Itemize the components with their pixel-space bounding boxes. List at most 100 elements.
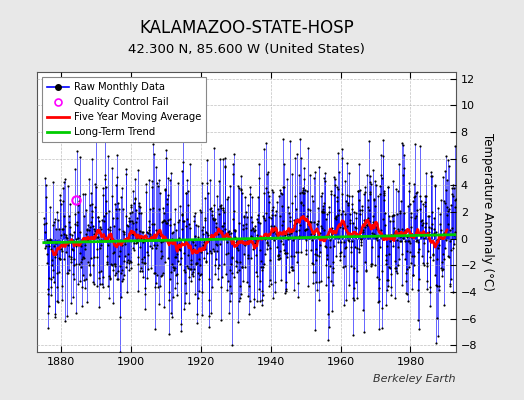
Point xyxy=(236,282,245,289)
Point xyxy=(265,214,273,220)
Text: KALAMAZOO-STATE-HOSP: KALAMAZOO-STATE-HOSP xyxy=(139,19,354,37)
Point xyxy=(59,213,68,220)
Point xyxy=(430,232,438,238)
Point xyxy=(339,264,347,270)
Point xyxy=(152,180,161,186)
Point xyxy=(292,206,301,212)
Point xyxy=(447,225,456,231)
Point xyxy=(53,270,61,276)
Point xyxy=(139,254,148,260)
Point xyxy=(247,233,255,239)
Point xyxy=(55,269,63,276)
Point xyxy=(381,261,390,267)
Point xyxy=(357,242,365,248)
Point xyxy=(422,277,431,284)
Point xyxy=(409,272,417,278)
Point xyxy=(244,252,253,258)
Point xyxy=(187,278,195,284)
Point xyxy=(313,218,322,224)
Point xyxy=(418,222,426,229)
Point xyxy=(389,178,397,184)
Point xyxy=(65,219,73,225)
Point xyxy=(266,244,275,251)
Point xyxy=(376,244,385,250)
Point xyxy=(289,226,298,233)
Point xyxy=(169,263,177,270)
Point xyxy=(328,231,336,238)
Point xyxy=(123,289,131,296)
Point xyxy=(258,297,266,304)
Point xyxy=(45,274,53,281)
Point xyxy=(356,210,365,217)
Point xyxy=(334,186,342,192)
Point xyxy=(333,184,342,190)
Point xyxy=(90,230,99,237)
Point xyxy=(172,251,181,258)
Point xyxy=(121,241,129,248)
Point xyxy=(210,145,218,152)
Point xyxy=(261,236,269,242)
Point xyxy=(322,244,331,250)
Point xyxy=(325,204,333,210)
Point xyxy=(336,257,344,263)
Point xyxy=(155,206,163,212)
Point xyxy=(43,325,52,331)
Point xyxy=(116,270,125,276)
Point xyxy=(174,218,182,225)
Point xyxy=(378,267,386,274)
Point xyxy=(64,213,73,220)
Point xyxy=(214,265,222,271)
Point xyxy=(300,190,309,196)
Point xyxy=(169,221,178,227)
Point xyxy=(316,230,324,236)
Point xyxy=(316,242,324,248)
Point xyxy=(160,304,168,310)
Point xyxy=(253,273,261,279)
Point xyxy=(379,137,387,143)
Point xyxy=(40,215,49,222)
Point xyxy=(51,311,59,318)
Point xyxy=(82,231,90,237)
Point xyxy=(127,203,135,210)
Point xyxy=(72,148,81,154)
Point xyxy=(440,198,448,204)
Point xyxy=(415,246,423,252)
Point xyxy=(397,140,406,146)
Point xyxy=(313,251,321,258)
Point xyxy=(450,232,458,238)
Point xyxy=(290,287,299,294)
Point xyxy=(332,213,341,219)
Point xyxy=(326,244,334,251)
Point xyxy=(227,261,235,268)
Point xyxy=(51,254,59,260)
Point xyxy=(86,271,95,277)
Point xyxy=(221,163,229,169)
Point xyxy=(415,326,423,332)
Point xyxy=(89,262,97,268)
Point xyxy=(191,232,200,239)
Point xyxy=(151,280,160,286)
Point xyxy=(396,208,404,214)
Point xyxy=(438,232,446,238)
Point xyxy=(391,258,399,264)
Point xyxy=(325,209,334,216)
Point xyxy=(333,198,341,204)
Point xyxy=(289,253,298,259)
Point xyxy=(310,230,318,237)
Point xyxy=(193,260,201,266)
Point xyxy=(431,182,439,188)
Point xyxy=(350,209,358,216)
Point xyxy=(419,260,428,266)
Point xyxy=(298,212,307,219)
Point xyxy=(333,194,341,200)
Point xyxy=(119,206,127,212)
Point xyxy=(221,164,230,170)
Point xyxy=(350,285,358,291)
Point xyxy=(156,282,165,289)
Point xyxy=(182,177,191,184)
Point xyxy=(443,204,451,210)
Point xyxy=(47,246,56,252)
Point xyxy=(260,261,269,268)
Point xyxy=(210,217,219,223)
Point xyxy=(398,226,406,232)
